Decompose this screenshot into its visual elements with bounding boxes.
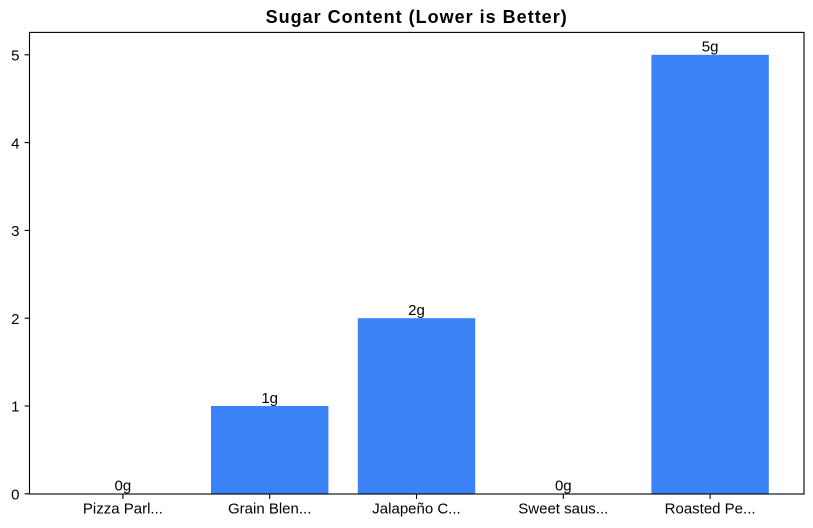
svg-text:2g: 2g [408,302,425,319]
svg-text:0: 0 [11,487,19,504]
svg-text:Jalapeño C...: Jalapeño C... [372,501,460,518]
svg-text:0g: 0g [115,478,132,495]
svg-text:Roasted Pe...: Roasted Pe... [665,501,756,518]
svg-text:Sugar Content (Lower is Better: Sugar Content (Lower is Better) [266,7,568,27]
svg-text:Sweet saus...: Sweet saus... [518,501,608,518]
svg-text:1: 1 [11,399,19,416]
svg-text:Pizza Parl...: Pizza Parl... [83,501,163,518]
svg-text:1g: 1g [261,390,278,407]
svg-text:2: 2 [11,311,19,328]
svg-text:0g: 0g [555,478,572,495]
svg-text:4: 4 [11,135,19,152]
svg-text:5: 5 [11,48,19,65]
svg-text:Grain Blen...: Grain Blen... [228,501,311,518]
svg-text:3: 3 [11,223,19,240]
svg-text:5g: 5g [702,39,719,56]
